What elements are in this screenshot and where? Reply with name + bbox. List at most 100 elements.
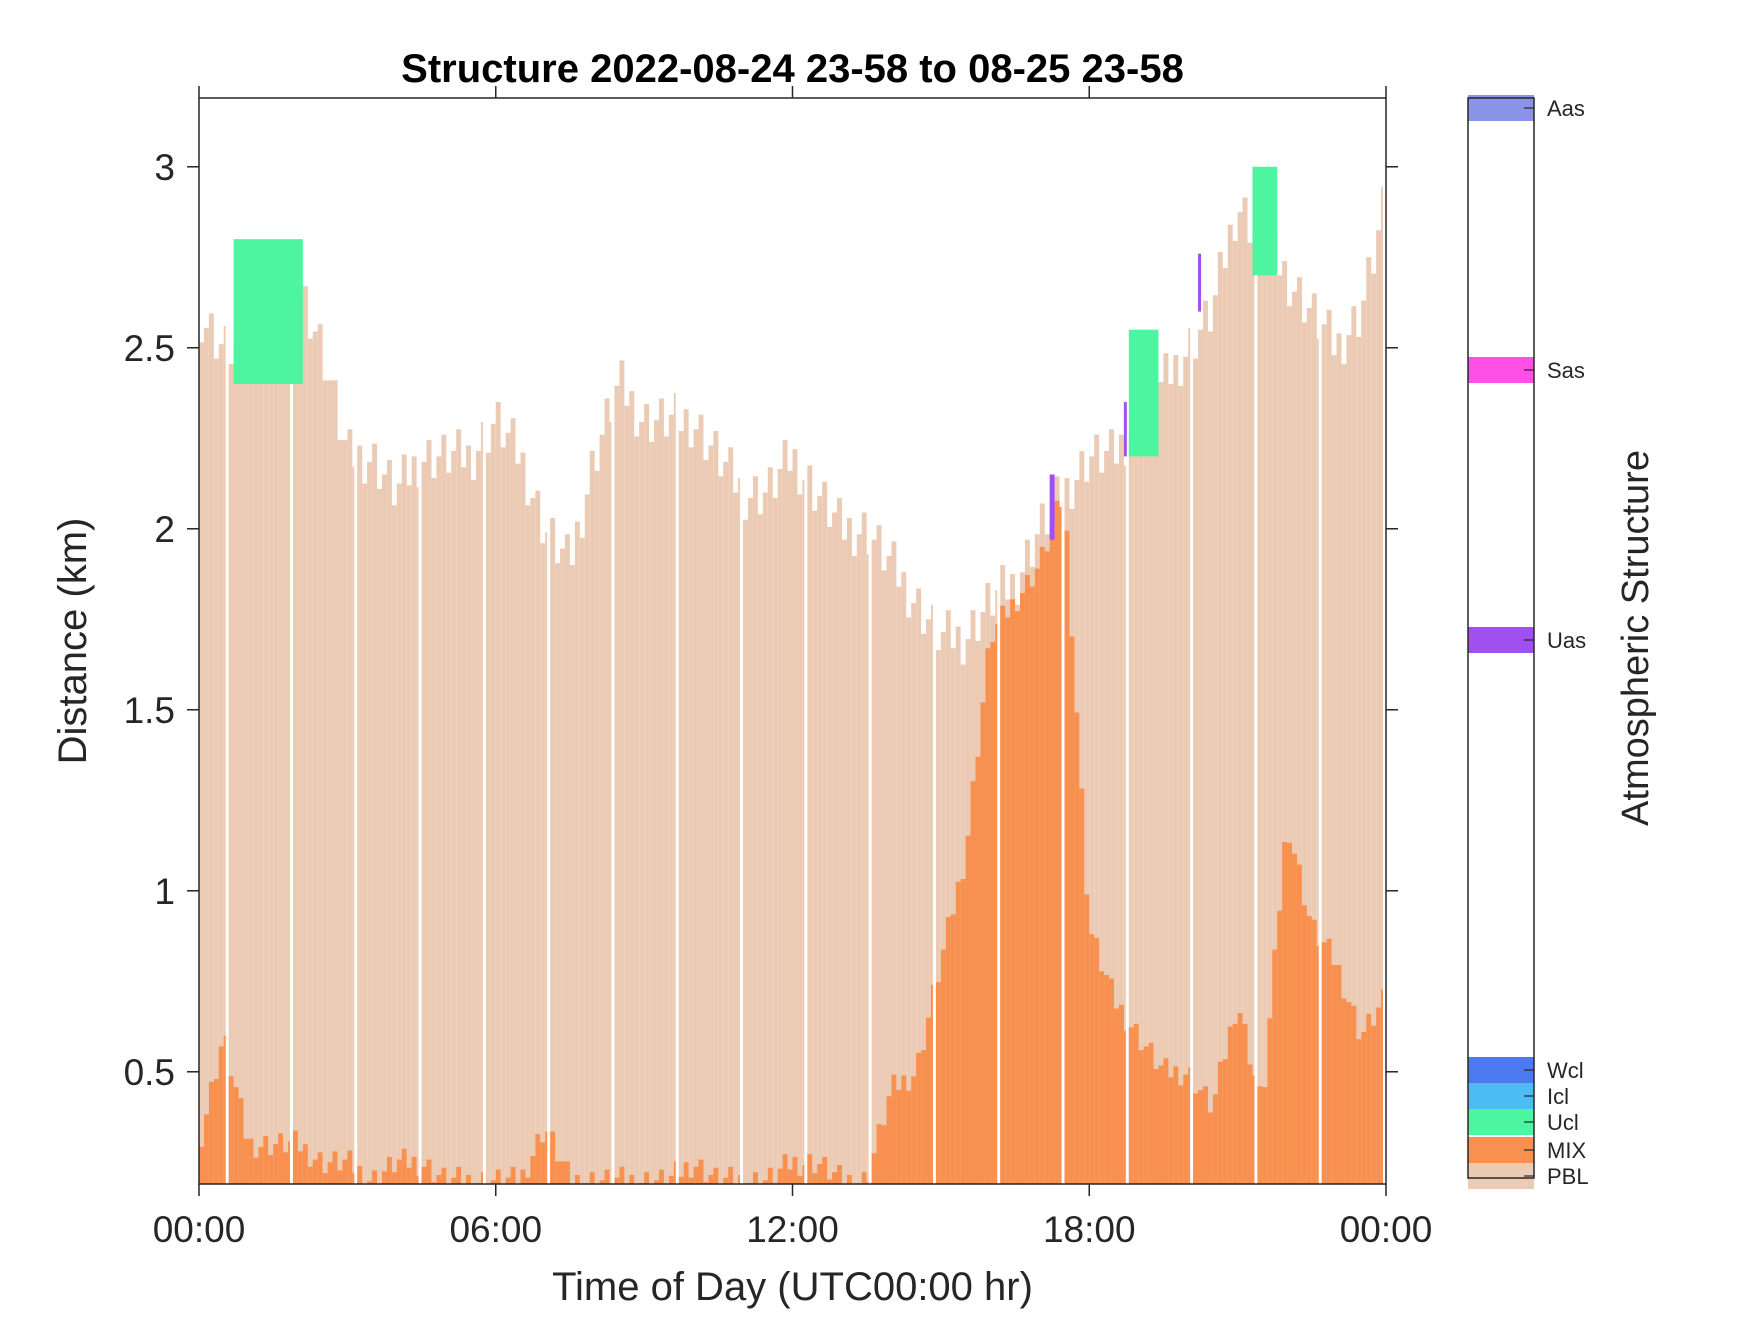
mix-bar [644,1172,650,1184]
mix-bar [273,1144,279,1184]
mix-bar [846,1174,852,1184]
pbl-bar [896,586,902,1184]
mix-bar [278,1133,284,1184]
pbl-bar [381,474,387,1185]
pbl-bar [218,344,224,1184]
mix-bar [767,1167,773,1184]
pbl-bar [367,461,373,1184]
pbl-bar [1252,228,1255,1184]
colorbar-swatch-wcl [1468,1057,1534,1083]
mix-bar [1296,864,1302,1184]
mix-bar [248,1138,254,1184]
mix-bar [975,756,981,1184]
pbl-bar [624,405,630,1184]
mix-bar [807,1154,813,1184]
pbl-bar [288,280,290,1184]
pbl-bar [372,443,378,1185]
mix-bar [1188,1067,1191,1184]
pbl-bar [1366,257,1372,1184]
mix-bar [1232,1023,1238,1184]
mix-bar [926,1017,931,1184]
pbl-bar [292,251,298,1185]
mix-bar [510,1166,516,1184]
mix-bar [367,1181,373,1184]
mix-bar [1178,1085,1184,1184]
pbl-bar [525,505,531,1184]
pbl-bar [1153,411,1159,1184]
pbl-bar [1138,438,1144,1184]
mix-bar [312,1159,318,1184]
mix-bar [990,641,996,1184]
mix-bar [861,1172,867,1184]
pbl-bar [1178,385,1184,1184]
mix-bar [436,1174,442,1184]
pbl-bar [545,532,548,1184]
pbl-bar [752,476,758,1184]
pbl-bar [535,490,541,1184]
mix-bar [1292,853,1297,1184]
colorbar-label-icl: Icl [1547,1084,1569,1109]
pbl-bar [416,487,419,1184]
pbl-bar [1311,293,1317,1185]
pbl-bar [1242,197,1248,1185]
pbl-bar [421,461,427,1184]
mix-bar [1257,1086,1263,1184]
pbl-bar [629,391,635,1185]
mix-bar [560,1161,565,1184]
mix-bar [985,648,991,1184]
pbl-bar [1094,434,1100,1184]
pbl-bar [1158,382,1164,1184]
mix-bar [1198,1089,1204,1184]
mix-bar [589,1172,595,1184]
pbl-bar [550,517,556,1184]
pbl-bar [297,293,303,1185]
pbl-bar [812,510,818,1184]
pbl-bar [599,434,605,1184]
mix-bar [728,1166,734,1184]
pbl-bar [1321,324,1327,1184]
mix-bar [891,1074,897,1184]
mix-bar [268,1155,274,1184]
pbl-bar [268,336,274,1184]
mix-series [199,500,1383,1185]
pbl-bar [208,313,214,1184]
mix-bar [347,1150,353,1184]
mix-bar [723,1177,729,1184]
mix-bar [540,1142,546,1184]
pbl-bar [718,476,724,1184]
mix-bar [426,1159,432,1184]
pbl-bar [911,602,917,1184]
pbl-bar [1227,224,1233,1184]
mix-bar [1079,788,1085,1184]
pbl-bar [461,467,467,1184]
mix-bar [203,1114,209,1184]
pbl-bar [317,324,323,1184]
pbl-bar [480,421,483,1184]
mix-bar [802,1164,805,1184]
mix-bar [876,1124,882,1184]
pbl-bar [1207,331,1213,1184]
aerosol-segment [1049,474,1055,540]
x-tick-label: 06:00 [449,1209,542,1250]
mix-bar [1341,998,1347,1184]
pbl-bar [807,465,813,1184]
pbl-bar [1217,251,1223,1185]
y-tick-label: 1 [154,871,175,912]
pbl-bar [228,364,234,1184]
mix-bar [827,1179,833,1184]
mix-bar [411,1156,417,1184]
pbl-bar [861,512,867,1184]
pbl-bar [1361,300,1367,1185]
pbl-bar [1109,429,1114,1185]
cloud-segment [1128,329,1159,457]
mix-bar [1217,1061,1223,1184]
mix-bar [401,1148,407,1184]
pbl-bar [505,432,511,1185]
pbl-bar [332,380,338,1184]
pbl-bar [609,421,612,1184]
mix-bar [1252,1075,1255,1184]
pbl-bar [475,450,481,1184]
mix-bar [1118,1004,1124,1184]
pbl-bar [1346,335,1352,1184]
pbl-bar [649,441,655,1184]
